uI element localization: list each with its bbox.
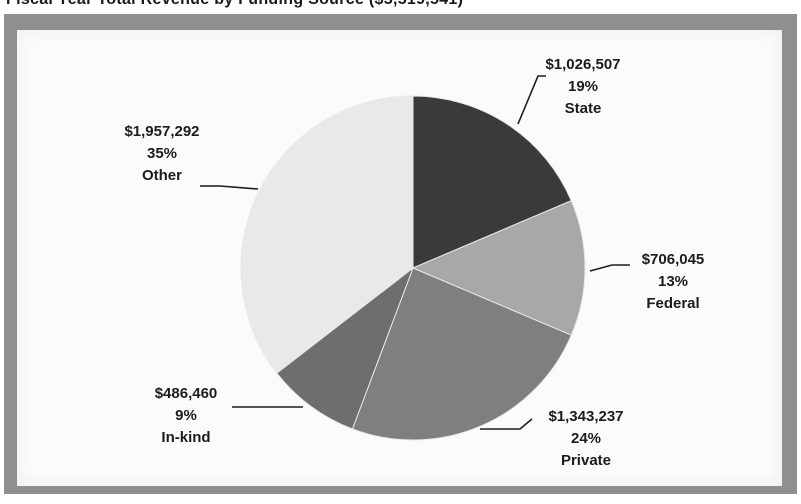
pie-slice-other [240,95,414,374]
data-label-private-percent: 24% [571,430,601,447]
leader-line-federal [589,264,630,272]
data-label-state-percent: 19% [568,78,598,95]
data-label-other-amount: $1,957,292 [124,123,199,140]
pie-slice-federal [411,200,586,336]
labels-layer: $1,026,507 19% State $706,045 13% Federal $1,3… [124,56,704,469]
data-label-state-amount: $1,026,507 [545,56,620,73]
data-label-other-name: Other [142,167,182,184]
leaders-layer [200,75,630,430]
data-label-other-percent: 35% [147,145,177,162]
data-label-in-kind-percent: 9% [175,407,197,424]
pie-slice-state [412,95,572,269]
data-label-federal-name: Federal [646,295,699,312]
leader-line-other [200,185,259,190]
data-label-private-amount: $1,343,237 [548,408,623,425]
data-label-state-name: State [565,100,602,117]
pie-slice-private [351,267,572,441]
chart-caption: Fiscal Year Total Revenue by Funding Sou… [6,0,463,9]
leader-line-private [480,418,533,430]
data-label-federal-amount: $706,045 [642,251,705,268]
leader-line-state [517,75,546,125]
pie-slice-in-kind [276,266,415,430]
data-label-federal-percent: 13% [658,273,688,290]
data-label-in-kind-name: In-kind [161,429,210,446]
data-label-private-name: Private [561,452,611,469]
slices-layer [240,95,586,441]
data-label-in-kind-amount: $486,460 [155,385,218,402]
